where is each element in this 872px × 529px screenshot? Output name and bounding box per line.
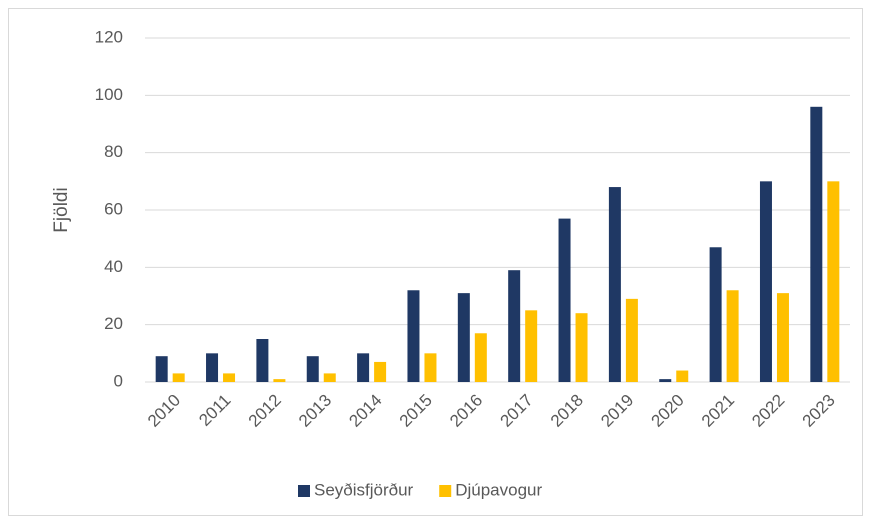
bar <box>508 270 521 382</box>
bar <box>810 106 823 383</box>
bar <box>374 361 387 382</box>
bar <box>223 373 236 382</box>
bar <box>525 310 538 382</box>
legend-label: Djúpavogur <box>455 480 542 499</box>
bar <box>625 298 638 382</box>
bar <box>827 181 840 382</box>
legend-label: Seyðisfjörður <box>314 480 414 499</box>
bar <box>155 356 168 382</box>
bar <box>256 339 269 382</box>
bar <box>323 373 336 382</box>
bar <box>659 379 672 382</box>
bar <box>407 290 420 382</box>
bar <box>726 290 739 382</box>
y-axis-label: Fjöldi <box>51 187 72 232</box>
bar <box>776 293 789 382</box>
y-tick-label: 60 <box>104 199 123 218</box>
bar <box>575 313 588 382</box>
bar <box>608 187 621 382</box>
chart-border <box>8 8 863 516</box>
legend-swatch <box>298 485 310 497</box>
bar <box>759 181 772 382</box>
bar <box>424 353 437 382</box>
y-tick-label: 40 <box>104 257 123 276</box>
bar <box>306 356 319 382</box>
bar <box>676 370 689 382</box>
bar <box>206 353 219 382</box>
bar <box>357 353 370 382</box>
legend-swatch <box>439 485 452 497</box>
y-tick-label: 120 <box>95 27 123 46</box>
bar <box>457 293 470 382</box>
bar <box>273 379 286 382</box>
y-tick-label: 100 <box>95 85 123 104</box>
y-tick-label: 20 <box>104 314 123 333</box>
bar <box>172 373 185 382</box>
bar <box>558 218 571 382</box>
bar <box>709 247 722 382</box>
bar <box>474 333 487 382</box>
y-tick-label: 0 <box>114 371 123 390</box>
y-tick-label: 80 <box>104 142 123 161</box>
